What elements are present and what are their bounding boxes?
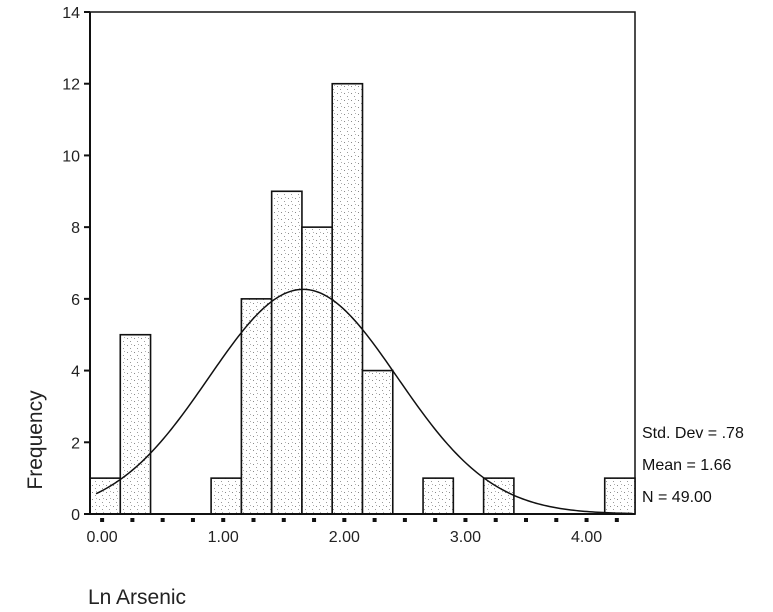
x-tick-mark bbox=[221, 518, 226, 522]
x-ticks-layer: 0.00 1.00 2.00 3.00 4.00 bbox=[87, 518, 619, 546]
x-tick-mark bbox=[312, 518, 317, 522]
x-tick-label: 0.00 bbox=[87, 529, 118, 546]
stat-mean: Mean = 1.66 bbox=[642, 457, 732, 474]
x-tick-mark bbox=[584, 518, 589, 522]
x-tick-mark bbox=[433, 518, 438, 522]
histogram-bar-4 bbox=[270, 190, 303, 515]
y-tick-label: 4 bbox=[71, 364, 80, 381]
y-ticks-layer: 0 2 4 6 8 10 12 14 bbox=[62, 5, 90, 524]
x-tick-mark bbox=[251, 518, 256, 522]
bars-layer bbox=[89, 82, 636, 515]
histogram-bar-3 bbox=[240, 298, 273, 515]
x-tick-label: 2.00 bbox=[329, 529, 360, 546]
x-tick-mark bbox=[342, 518, 347, 522]
x-tick-label: 3.00 bbox=[450, 529, 481, 546]
histogram-bar-0 bbox=[89, 477, 122, 515]
y-tick-label: 8 bbox=[71, 220, 80, 237]
x-tick-label: 1.00 bbox=[208, 529, 239, 546]
y-axis-title: Frequency bbox=[24, 390, 47, 490]
x-axis-title: Ln Arsenic bbox=[88, 586, 186, 609]
y-tick-label: 14 bbox=[62, 5, 80, 22]
y-tick-label: 2 bbox=[71, 435, 80, 452]
x-tick-mark bbox=[524, 518, 528, 522]
x-tick-mark bbox=[190, 518, 195, 522]
histogram-bar-8 bbox=[422, 477, 455, 515]
y-tick-label: 0 bbox=[71, 507, 80, 524]
x-tick-mark bbox=[614, 518, 619, 522]
histogram-bar-1 bbox=[119, 333, 152, 515]
x-tick-mark bbox=[100, 518, 105, 522]
x-tick-mark bbox=[372, 518, 377, 522]
x-tick-mark bbox=[402, 518, 407, 522]
x-tick-mark bbox=[130, 518, 135, 522]
normal-curve bbox=[95, 288, 633, 515]
histogram-bar-6 bbox=[331, 82, 364, 515]
x-tick-label: 4.00 bbox=[571, 529, 602, 546]
stat-n: N = 49.00 bbox=[642, 489, 712, 506]
x-tick-mark bbox=[463, 518, 468, 522]
histogram-bar-5 bbox=[301, 226, 334, 515]
histogram-bar-7 bbox=[361, 369, 394, 515]
x-tick-mark bbox=[281, 518, 286, 522]
histogram-bar-9 bbox=[482, 477, 515, 515]
y-tick-label: 10 bbox=[62, 148, 80, 165]
y-tick-label: 12 bbox=[62, 77, 80, 94]
x-tick-mark bbox=[493, 518, 498, 522]
stat-std-dev: Std. Dev = .78 bbox=[642, 425, 744, 442]
histogram-bar-10 bbox=[603, 477, 636, 515]
y-tick-label: 6 bbox=[71, 292, 80, 309]
x-tick-mark bbox=[160, 518, 165, 522]
histogram-bar-2 bbox=[210, 477, 243, 515]
x-tick-mark bbox=[554, 518, 559, 522]
